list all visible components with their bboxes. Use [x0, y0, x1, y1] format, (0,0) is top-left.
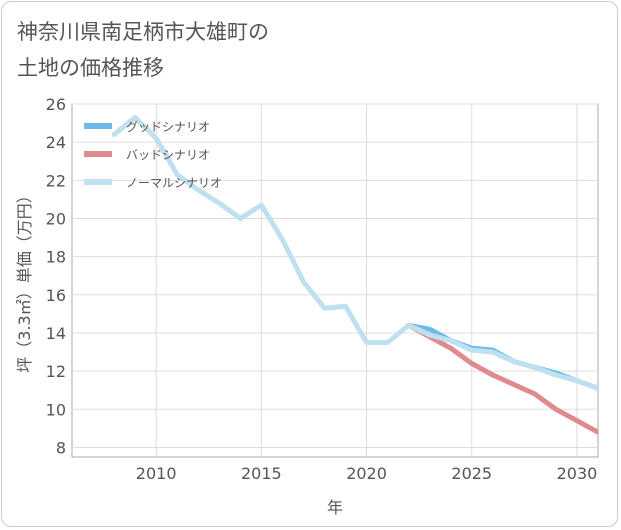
- y-axis-ticks: 8 10 12 14 16 18 20 22 24 26: [46, 95, 66, 457]
- legend-label-3: ノーマルシナリオ: [126, 176, 222, 190]
- series-line-3: [111, 114, 598, 391]
- x-tick-label: 2010: [136, 464, 177, 483]
- chart-title-line-1: 神奈川県南足柄市大雄町の: [17, 20, 269, 44]
- chart-title: 神奈川県南足柄市大雄町の 土地の価格推移: [17, 14, 437, 86]
- y-tick-label: 18: [46, 248, 66, 267]
- y-tick-label: 26: [46, 95, 66, 114]
- series-line-2: [406, 322, 598, 435]
- series-lines: [111, 114, 598, 435]
- y-tick-label: 16: [46, 286, 66, 305]
- y-tick-label: 22: [46, 171, 66, 190]
- x-tick-label: 2020: [346, 464, 387, 483]
- y-axis-label: 坪（3.3㎡）単価（万円）: [15, 187, 34, 372]
- y-tick-label: 12: [46, 362, 66, 381]
- x-axis-label: 年: [327, 498, 343, 517]
- x-tick-label: 2025: [451, 464, 492, 483]
- y-tick-label: 14: [46, 324, 66, 343]
- y-tick-label: 10: [46, 400, 66, 419]
- y-tick-label: 8: [56, 438, 66, 457]
- x-tick-label: 2015: [241, 464, 282, 483]
- chart-title-line-2: 土地の価格推移: [17, 56, 164, 80]
- y-tick-label: 24: [46, 133, 66, 152]
- x-axis-ticks: 2010 2015 2020 2025 2030: [136, 464, 598, 483]
- plot-area: [71, 103, 599, 458]
- x-tick-label: 2030: [557, 464, 598, 483]
- legend-label-2: バッドシナリオ: [126, 148, 210, 162]
- legend-label-1: グッドシナリオ: [126, 120, 210, 134]
- y-tick-label: 20: [46, 209, 66, 228]
